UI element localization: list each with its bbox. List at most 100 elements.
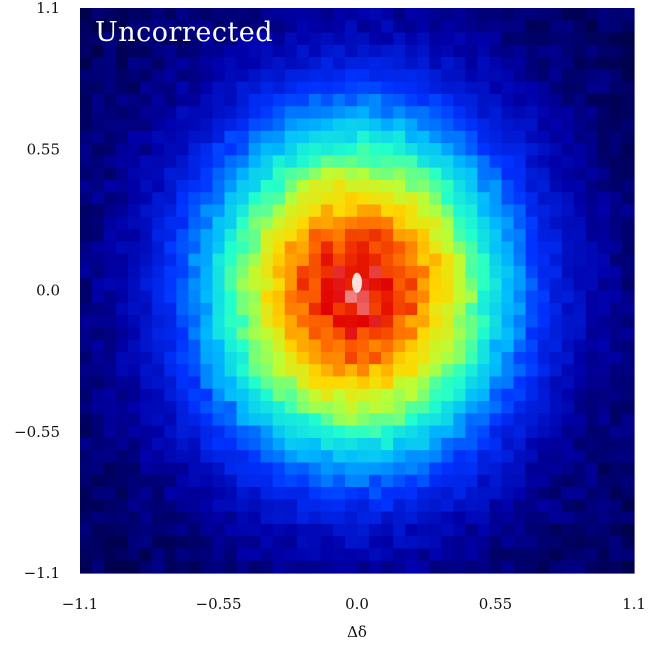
heatmap-cell	[597, 487, 611, 500]
heatmap-cell	[104, 241, 117, 255]
heatmap-cell	[308, 278, 322, 292]
heatmap-cell	[393, 8, 406, 21]
heatmap-cell	[332, 425, 346, 439]
heatmap-cell	[417, 216, 430, 230]
heatmap-cell	[236, 229, 250, 242]
heatmap-cell	[272, 93, 286, 107]
heatmap-cell	[369, 130, 382, 144]
heatmap-cell	[248, 376, 262, 390]
heatmap-cell	[597, 437, 611, 451]
heatmap-cell	[513, 192, 527, 206]
heatmap-cell	[405, 560, 418, 574]
heatmap-cell	[549, 44, 563, 58]
heatmap-cell	[357, 81, 370, 95]
heatmap-cell	[212, 437, 226, 451]
heatmap-plot-area	[80, 8, 635, 574]
heatmap-cell	[441, 437, 454, 451]
heatmap-cell	[224, 241, 238, 255]
heatmap-cell	[405, 167, 418, 181]
heatmap-cell	[272, 499, 286, 513]
heatmap-cell	[260, 241, 274, 255]
heatmap-cell	[188, 351, 202, 365]
heatmap-cell	[549, 560, 563, 574]
heatmap-cell	[332, 364, 346, 378]
heatmap-cell	[621, 44, 635, 58]
heatmap-cell	[80, 192, 93, 206]
heatmap-cell	[212, 179, 226, 193]
heatmap-cell	[272, 192, 286, 206]
heatmap-cell	[296, 143, 310, 156]
heatmap-cell	[116, 351, 129, 365]
heatmap-cell	[417, 511, 430, 525]
heatmap-cell	[549, 536, 563, 550]
heatmap-cell	[272, 106, 286, 120]
heatmap-cell	[320, 32, 334, 46]
heatmap-cell	[260, 401, 274, 414]
heatmap-cell	[296, 93, 310, 107]
heatmap-cell	[501, 253, 515, 267]
heatmap-cell	[248, 511, 262, 525]
heatmap-cell	[369, 536, 382, 550]
heatmap-cell	[621, 560, 635, 574]
heatmap-cell	[501, 44, 515, 58]
heatmap-cell	[224, 548, 238, 562]
heatmap-cell	[549, 81, 563, 95]
heatmap-cell	[537, 57, 551, 71]
heatmap-cell	[561, 548, 575, 562]
heatmap-cell	[248, 253, 262, 267]
heatmap-cell	[477, 376, 491, 390]
heatmap-cell	[609, 265, 623, 279]
heatmap-cell	[465, 130, 479, 144]
heatmap-cell	[248, 388, 262, 402]
heatmap-cell	[296, 511, 310, 525]
heatmap-cell	[248, 302, 262, 316]
heatmap-cell	[320, 376, 334, 390]
heatmap-cell	[92, 253, 105, 267]
heatmap-cell	[501, 179, 515, 193]
heatmap-cell	[344, 8, 358, 21]
heatmap-cell	[513, 241, 527, 255]
heatmap-cell	[357, 69, 370, 83]
heatmap-cell	[248, 143, 262, 156]
heatmap-cell	[224, 327, 238, 341]
heatmap-cell	[176, 32, 189, 46]
heatmap-cell	[92, 143, 105, 156]
heatmap-cell	[441, 364, 454, 378]
heatmap-cell	[188, 548, 202, 562]
heatmap-cell	[200, 57, 214, 71]
heatmap-cell	[116, 143, 129, 156]
heatmap-cell	[489, 179, 503, 193]
heatmap-cell	[621, 511, 635, 525]
heatmap-cell	[405, 81, 418, 95]
heatmap-cell	[573, 437, 587, 451]
heatmap-cell	[357, 536, 370, 550]
heatmap-cell	[537, 278, 551, 292]
heatmap-cell	[441, 69, 454, 83]
heatmap-cell	[453, 155, 466, 169]
heatmap-cell	[308, 143, 322, 156]
heatmap-cell	[429, 499, 442, 513]
heatmap-cell	[140, 437, 153, 451]
heatmap-cell	[609, 69, 623, 83]
heatmap-cell	[561, 32, 575, 46]
heatmap-cell	[453, 130, 466, 144]
heatmap-cell	[477, 462, 491, 476]
heatmap-cell	[573, 474, 587, 488]
heatmap-cell	[597, 57, 611, 71]
heatmap-cell	[296, 167, 310, 181]
heatmap-cell	[369, 302, 382, 316]
heatmap-cell	[224, 437, 238, 451]
heatmap-cell	[308, 290, 322, 304]
heatmap-cell	[272, 241, 286, 255]
heatmap-cell	[152, 450, 165, 464]
heatmap-cell	[465, 167, 479, 181]
heatmap-cell	[92, 401, 105, 414]
heatmap-cell	[164, 511, 177, 525]
heatmap-cell	[272, 536, 286, 550]
heatmap-cell	[308, 216, 322, 230]
heatmap-cell	[621, 253, 635, 267]
heatmap-cell	[176, 364, 189, 378]
heatmap-cell	[621, 8, 635, 21]
heatmap-cell	[525, 229, 539, 242]
heatmap-cell	[573, 143, 587, 156]
